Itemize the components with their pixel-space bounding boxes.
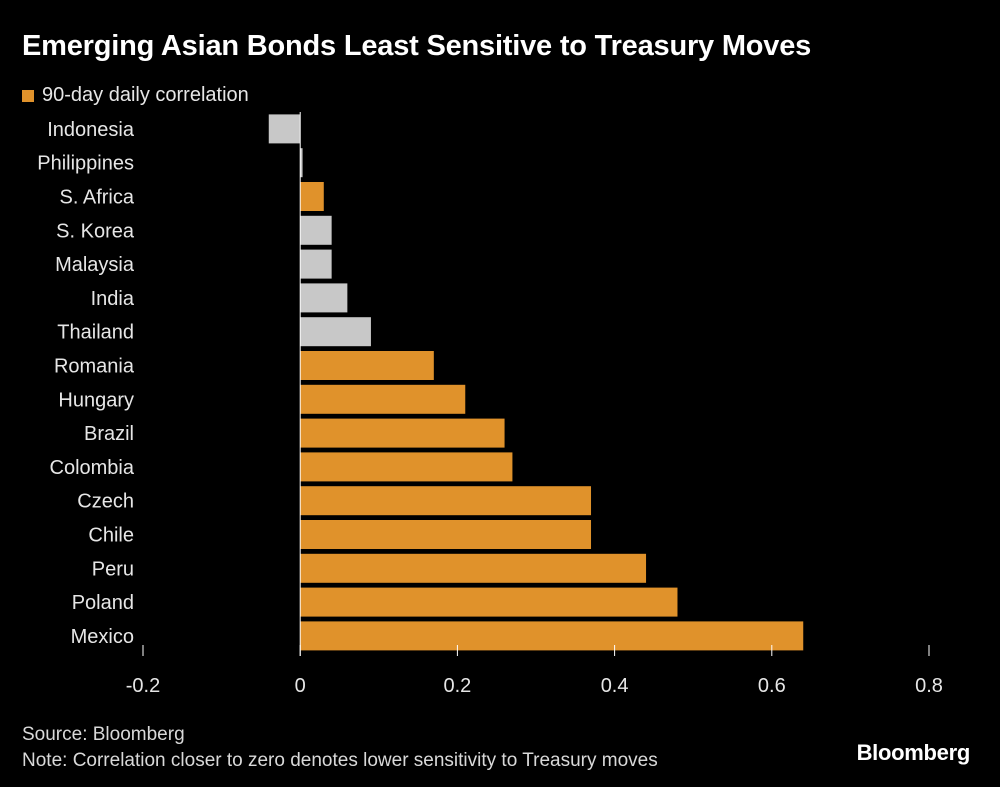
category-label: Indonesia [47, 119, 135, 141]
bar [300, 283, 348, 313]
bar [300, 553, 647, 583]
footnote: Note: Correlation closer to zero denotes… [22, 750, 658, 771]
bar [300, 486, 592, 516]
bar [300, 182, 324, 211]
category-label: Czech [77, 491, 134, 513]
category-label: Poland [72, 592, 134, 614]
x-tick-label: 0.2 [443, 675, 471, 697]
bar [300, 621, 804, 651]
category-label: Hungary [58, 389, 134, 411]
category-label: Thailand [57, 322, 134, 344]
bar [300, 215, 332, 245]
chart-title: Emerging Asian Bonds Least Sensitive to … [22, 30, 812, 62]
x-tick-label: -0.2 [126, 675, 160, 697]
bloomberg-logo: Bloomberg [856, 740, 971, 765]
x-tick-label: 0 [295, 675, 306, 697]
legend-swatch [22, 89, 34, 102]
bar [268, 114, 301, 144]
category-label: S. Korea [56, 220, 135, 242]
bar [300, 520, 592, 549]
bar [300, 351, 434, 380]
category-label: Philippines [37, 153, 134, 175]
bar [300, 148, 303, 178]
bar [300, 418, 505, 448]
bar [300, 317, 371, 347]
category-label: Romania [54, 356, 135, 378]
source-note: Source: Bloomberg [22, 724, 185, 745]
category-label: India [91, 288, 135, 310]
bar [300, 384, 466, 414]
footer: Source: Bloomberg Note: Correlation clos… [22, 722, 658, 774]
category-label: S. Africa [60, 187, 135, 209]
bar [300, 587, 678, 617]
category-label: Brazil [84, 423, 134, 445]
category-label: Malaysia [55, 254, 135, 276]
legend-label: 90-day daily correlation [42, 84, 249, 106]
category-label: Colombia [50, 457, 135, 479]
x-tick-label: 0.6 [758, 675, 786, 697]
x-tick-label: 0.8 [915, 675, 943, 697]
category-label: Chile [88, 525, 134, 547]
bar [300, 452, 513, 482]
category-label: Peru [92, 558, 134, 580]
legend: 90-day daily correlation [22, 84, 249, 107]
category-label: Mexico [71, 626, 134, 648]
bar [300, 249, 332, 279]
x-tick-label: 0.4 [601, 675, 629, 697]
